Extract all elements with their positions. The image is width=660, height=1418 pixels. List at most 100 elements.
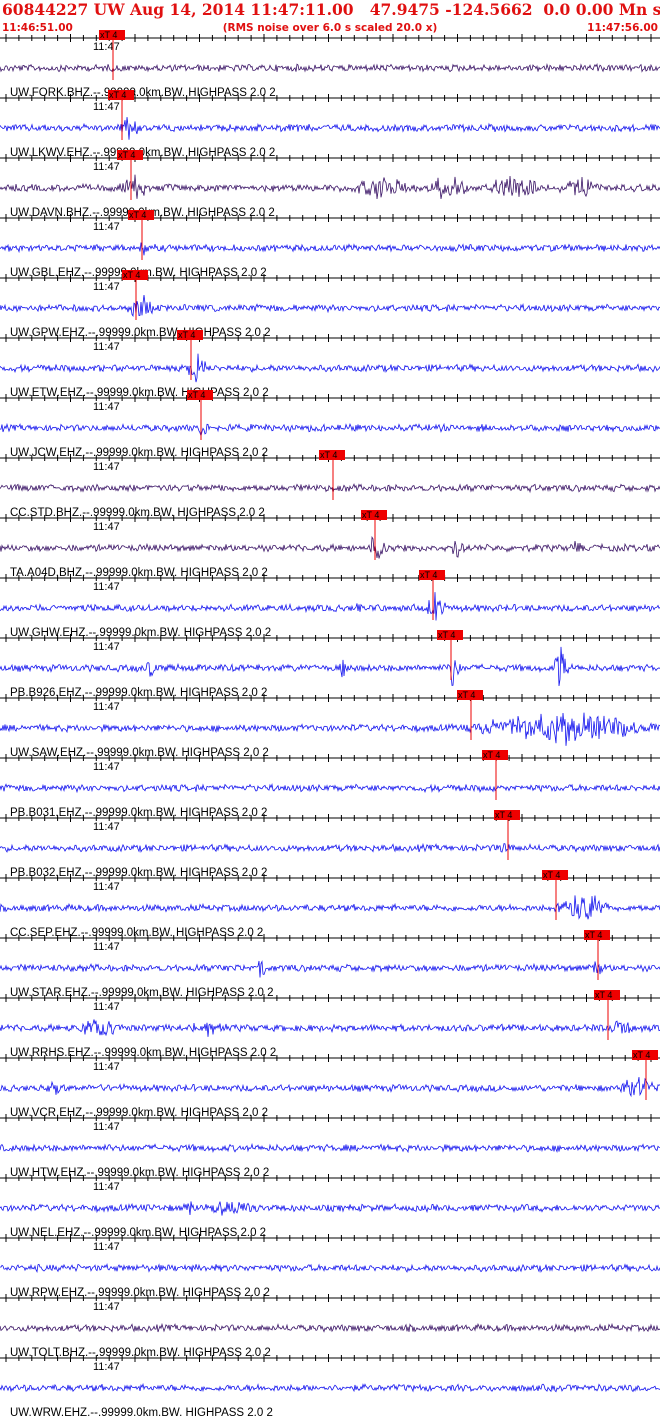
- pick-marker: [319, 450, 345, 460]
- pick-marker: [594, 990, 620, 1000]
- waveform-trace: [0, 960, 660, 978]
- pick-label: xT 4: [118, 150, 135, 160]
- pick-label: xT 4: [458, 690, 475, 700]
- pick-label: xT 4: [633, 1050, 650, 1060]
- minute-label: 11:47: [93, 521, 120, 533]
- start-time: 11:46:51.00: [2, 22, 73, 34]
- minute-label: 11:47: [93, 1181, 120, 1193]
- pick-label: xT 4: [543, 870, 560, 880]
- waveform-trace: [0, 895, 660, 920]
- pick-label: xT 4: [109, 90, 126, 100]
- waveform-trace: [0, 783, 660, 794]
- rms-noise-note: (RMS noise over 6.0 s scaled 20.0 x): [222, 22, 438, 34]
- pick-marker: [99, 30, 125, 40]
- pick-label: xT 4: [188, 390, 205, 400]
- waveform-trace: [0, 483, 660, 494]
- waveform-trace: [0, 842, 660, 853]
- station-label: UW.NEL.EHZ.--.99999.0km.BW. HIGHPASS 2.0…: [10, 1227, 266, 1239]
- minute-label: 11:47: [93, 41, 120, 53]
- pick-marker: [437, 630, 463, 640]
- minute-label: 11:47: [93, 821, 120, 833]
- pick-label: xT 4: [178, 330, 195, 340]
- station-label: UW.GHW.EHZ.--.99999.0km.BW. HIGHPASS 2.0…: [10, 627, 271, 639]
- pick-label: xT 4: [483, 750, 500, 760]
- station-label: UW.STAR.EHZ.--.99999.0km.BW. HIGHPASS 2.…: [10, 987, 274, 999]
- minute-label: 11:47: [93, 641, 120, 653]
- station-label: TA.A04D.BHZ.--.99999.0km.BW. HIGHPASS 2.…: [10, 567, 268, 579]
- minute-label: 11:47: [93, 1061, 120, 1073]
- pick-label: xT 4: [595, 990, 612, 1000]
- station-label: UW.RPW.EHZ.--.99999.0km.BW. HIGHPASS 2.0…: [10, 1287, 270, 1299]
- station-label: UW.VCR.EHZ.--.99999.0km.BW. HIGHPASS 2.0…: [10, 1107, 268, 1119]
- waveform-trace: [0, 535, 660, 559]
- waveform-trace: [0, 1262, 660, 1273]
- pick-label: xT 4: [320, 450, 337, 460]
- pick-marker: [457, 690, 483, 700]
- station-label: UW.HTW.EHZ.--.99999.0km.BW. HIGHPASS 2.0…: [10, 1167, 269, 1179]
- pick-label: xT 4: [585, 930, 602, 940]
- pick-marker: [584, 930, 610, 940]
- pick-marker: [361, 510, 387, 520]
- waveform-trace: [0, 62, 660, 73]
- minute-label: 11:47: [93, 221, 120, 233]
- station-label: PB.B032.EHZ.--.99999.0km.BW. HIGHPASS 2.…: [10, 867, 267, 879]
- station-label: PB.B926.EHZ.--.99999.0km.BW. HIGHPASS 2.…: [10, 687, 267, 699]
- pick-marker: [187, 390, 213, 400]
- station-label: UW.JCW.EHZ.--.99999.0km.BW. HIGHPASS 2.0…: [10, 447, 268, 459]
- waveform-trace: [0, 1201, 660, 1216]
- minute-label: 11:47: [93, 461, 120, 473]
- waveform-trace: [0, 353, 660, 383]
- waveform-trace: [0, 1322, 660, 1333]
- waveform-trace: [0, 592, 660, 621]
- station-label: UW.FORK.BHZ.--.99999.0km.BW. HIGHPASS 2.…: [10, 87, 276, 99]
- minute-label: 11:47: [93, 701, 120, 713]
- pick-marker: [542, 870, 568, 880]
- minute-label: 11:47: [93, 101, 120, 113]
- station-label: UW.RRHS.EHZ.--.99999.0km.BW. HIGHPASS 2.…: [10, 1047, 276, 1059]
- end-time: 11:47:56.00: [587, 22, 658, 34]
- station-label: UW.TOLT.BHZ.--.99999.0km.BW. HIGHPASS 2.…: [10, 1347, 271, 1359]
- waveform-trace: [0, 1077, 660, 1098]
- minute-label: 11:47: [93, 941, 120, 953]
- pick-marker: [117, 150, 143, 160]
- station-label: CC.STD.BHZ.--.99999.0km.BW. HIGHPASS 2.0…: [10, 507, 265, 519]
- pick-label: xT 4: [495, 810, 512, 820]
- minute-label: 11:47: [93, 581, 120, 593]
- waveform-trace: [0, 1142, 660, 1154]
- pick-label: xT 4: [129, 210, 146, 220]
- minute-label: 11:47: [93, 1361, 120, 1373]
- pick-label: xT 4: [438, 630, 455, 640]
- waveform-trace: [0, 646, 660, 687]
- minute-label: 11:47: [93, 281, 120, 293]
- waveform-trace: [0, 174, 660, 200]
- minute-label: 11:47: [93, 1001, 120, 1013]
- waveform-trace: [0, 712, 660, 746]
- waveform-trace: [0, 422, 660, 438]
- pick-marker: [482, 750, 508, 760]
- station-label: UW.GPW.EHZ.--.99999.0km.BW. HIGHPASS 2.0…: [10, 327, 271, 339]
- station-label: UW.SAW.EHZ.--.99999.0km.BW. HIGHPASS 2.0…: [10, 747, 269, 759]
- pick-label: xT 4: [100, 30, 117, 40]
- waveform-trace: [0, 1382, 660, 1393]
- minute-label: 11:47: [93, 341, 120, 353]
- minute-label: 11:47: [93, 1121, 120, 1133]
- station-label: UW.ETW.EHZ.--.99999.0km.BW. HIGHPASS 2.0…: [10, 387, 269, 399]
- minute-label: 11:47: [93, 1301, 120, 1313]
- pick-label: xT 4: [123, 270, 140, 280]
- waveform-trace: [0, 117, 660, 140]
- pick-label: xT 4: [420, 570, 437, 580]
- minute-label: 11:47: [93, 1241, 120, 1253]
- pick-marker: [419, 570, 445, 580]
- event-header-title: 60844227 UW Aug 14, 2014 11:47:11.00 47.…: [2, 0, 660, 19]
- waveform-trace: [0, 1019, 660, 1037]
- station-label: PB.B031.EHZ.--.99999.0km.BW. HIGHPASS 2.…: [10, 807, 267, 819]
- minute-label: 11:47: [93, 401, 120, 413]
- minute-label: 11:47: [93, 881, 120, 893]
- minute-label: 11:47: [93, 761, 120, 773]
- pick-marker: [632, 1050, 658, 1060]
- station-label: UW.WRW.EHZ.--.99999.0km.BW. HIGHPASS 2.0…: [10, 1407, 273, 1418]
- pick-marker: [108, 90, 134, 100]
- waveform-trace: [0, 295, 660, 318]
- pick-marker: [122, 270, 148, 280]
